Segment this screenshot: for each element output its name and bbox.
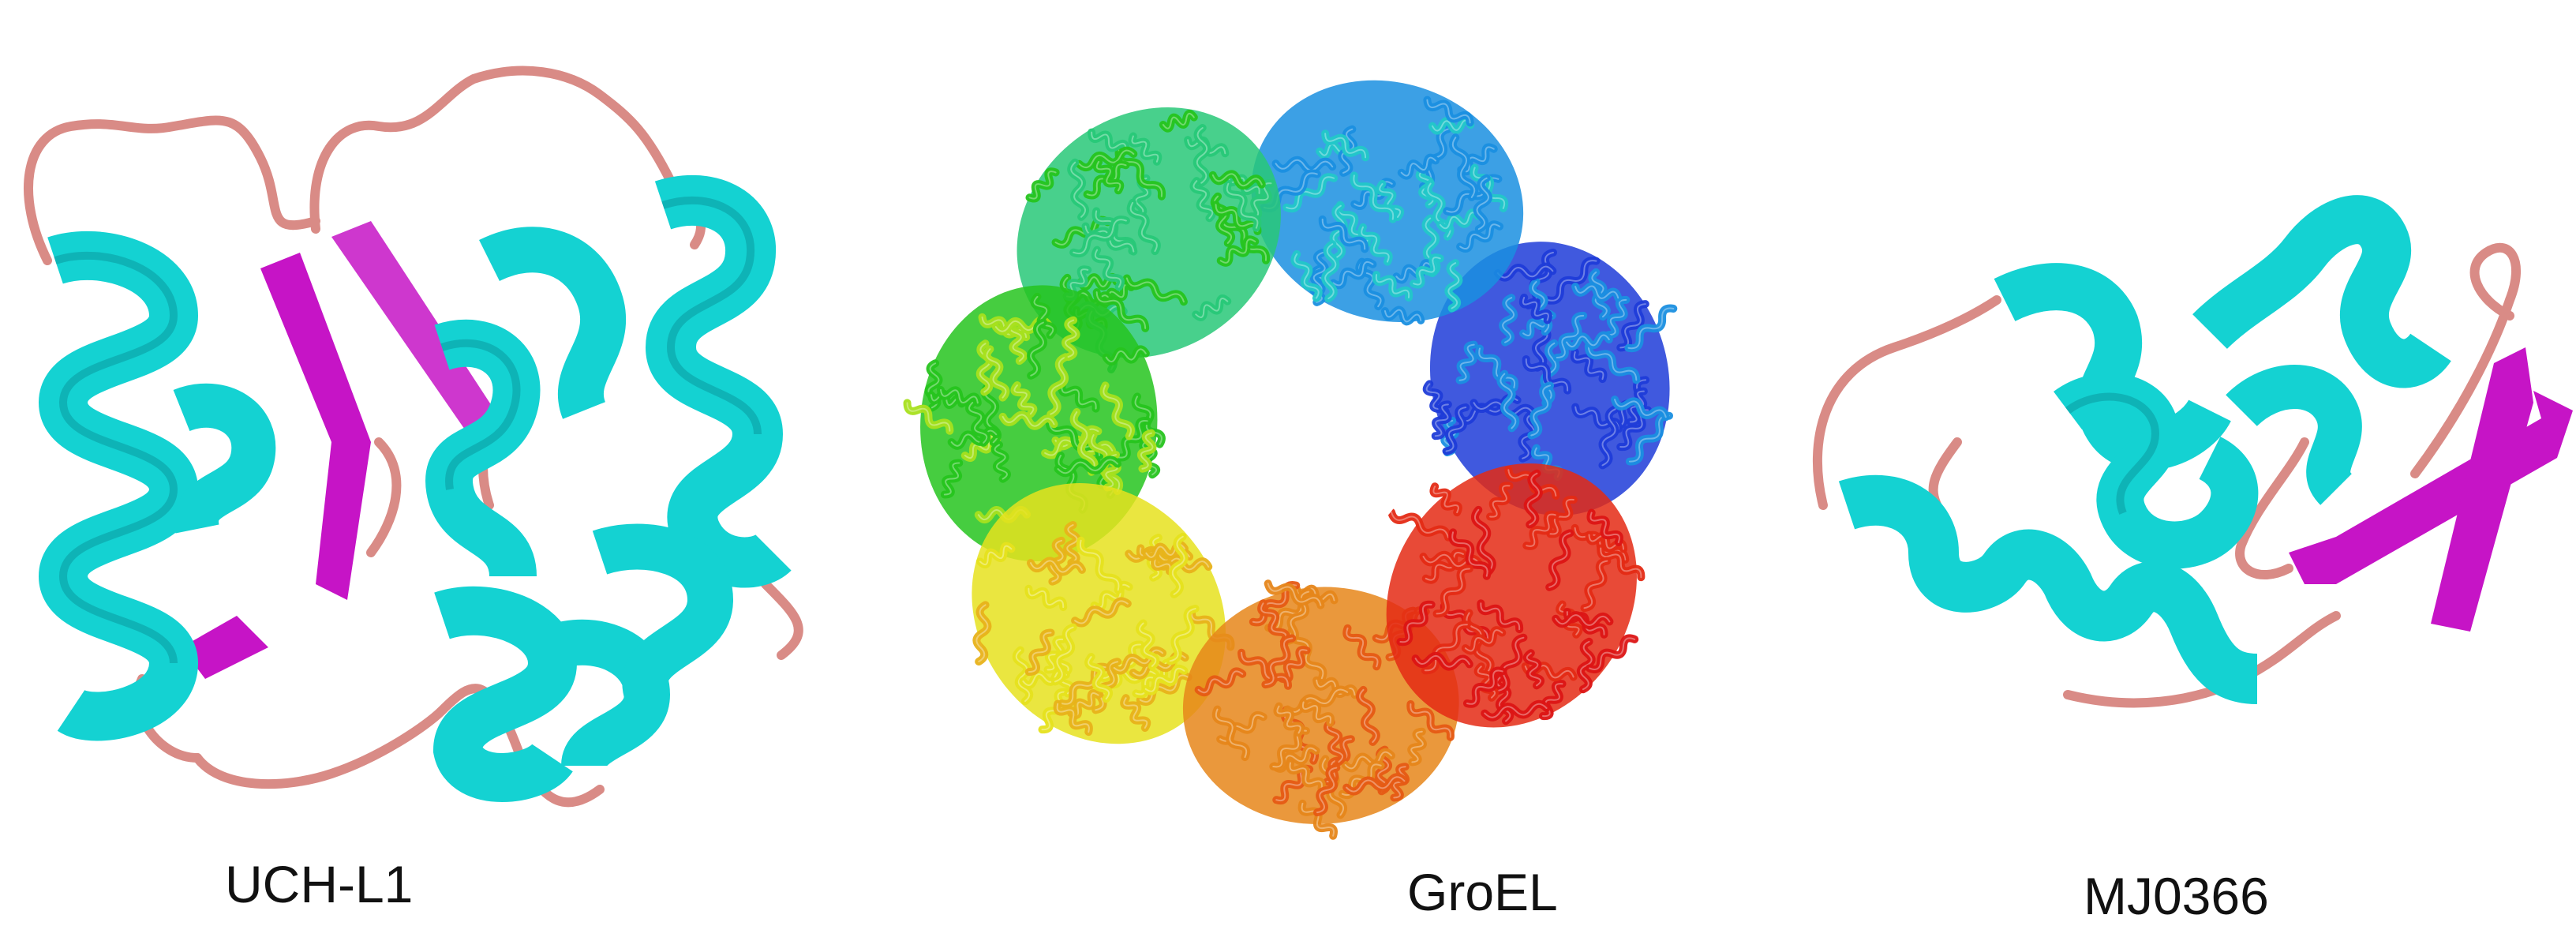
groel-structure-icon: [903, 80, 1678, 840]
uchl1-panel: UCH-L1: [0, 0, 868, 924]
groel-central-cavity: [1180, 320, 1417, 557]
groel-caption: GroEL: [1407, 863, 1558, 921]
groel-subunit: [1182, 579, 1459, 840]
mj0366-structure-icon: [1812, 195, 2573, 708]
groel-panel: GroEL: [868, 0, 1736, 924]
uchl1-structure-icon: [24, 66, 803, 808]
mj0366-caption: MJ0366: [2084, 867, 2269, 925]
groel-subunit: [1422, 242, 1678, 516]
groel-subunit: [1251, 80, 1524, 326]
mj0366-panel: MJ0366: [1736, 0, 2576, 925]
groel-subunit: [972, 482, 1235, 744]
groel-subunit: [1386, 463, 1646, 728]
uchl1-caption: UCH-L1: [225, 855, 414, 913]
